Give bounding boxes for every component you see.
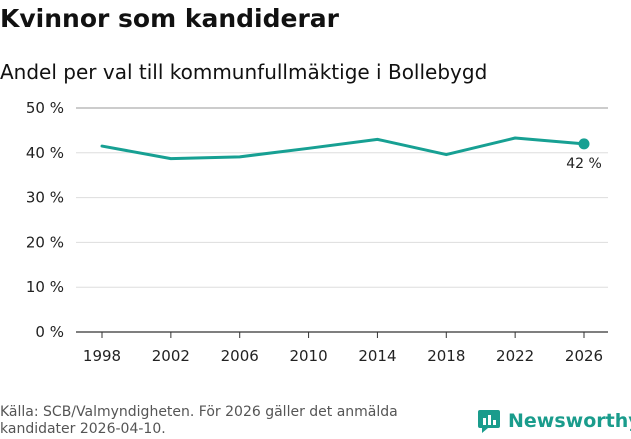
- y-tick-label: 10 %: [26, 278, 64, 296]
- end-value-label: 42 %: [566, 156, 602, 172]
- x-tick-label: 1998: [83, 347, 121, 365]
- y-tick-label: 40 %: [26, 144, 64, 162]
- x-tick-label: 2026: [565, 347, 603, 365]
- y-tick-label: 0 %: [35, 323, 64, 341]
- source-line-2: kandidater 2026-04-10.: [0, 421, 166, 437]
- series-line: [100, 136, 586, 161]
- chart-subtitle: Andel per val till kommunfullmäktige i B…: [0, 60, 488, 84]
- x-tick-label: 2018: [427, 347, 465, 365]
- y-tick-label: 50 %: [26, 99, 64, 117]
- x-tick-label: 2006: [221, 347, 259, 365]
- y-tick-label: 20 %: [26, 233, 64, 251]
- x-tick-label: 2022: [496, 347, 534, 365]
- chart-title: Kvinnor som kandiderar: [0, 4, 339, 33]
- source-note: Källa: SCB/Valmyndigheten. För 2026 gäll…: [0, 404, 450, 438]
- x-tick-label: 2010: [289, 347, 327, 365]
- x-tick-label: 2014: [358, 347, 396, 365]
- brand-logo: Newsworthy: [476, 408, 631, 434]
- x-tick-label: 2002: [152, 347, 190, 365]
- source-line-1: Källa: SCB/Valmyndigheten. För 2026 gäll…: [0, 404, 398, 420]
- brand-name: Newsworthy: [508, 410, 631, 432]
- end-point-marker: [578, 138, 590, 150]
- line-chart: 0 % 10 % 20 % 30 % 40 % 50 % 1998 2002 2006 2010 2…: [26, 99, 608, 365]
- newsworthy-logo-icon: [478, 410, 500, 433]
- y-tick-label: 30 %: [26, 189, 64, 207]
